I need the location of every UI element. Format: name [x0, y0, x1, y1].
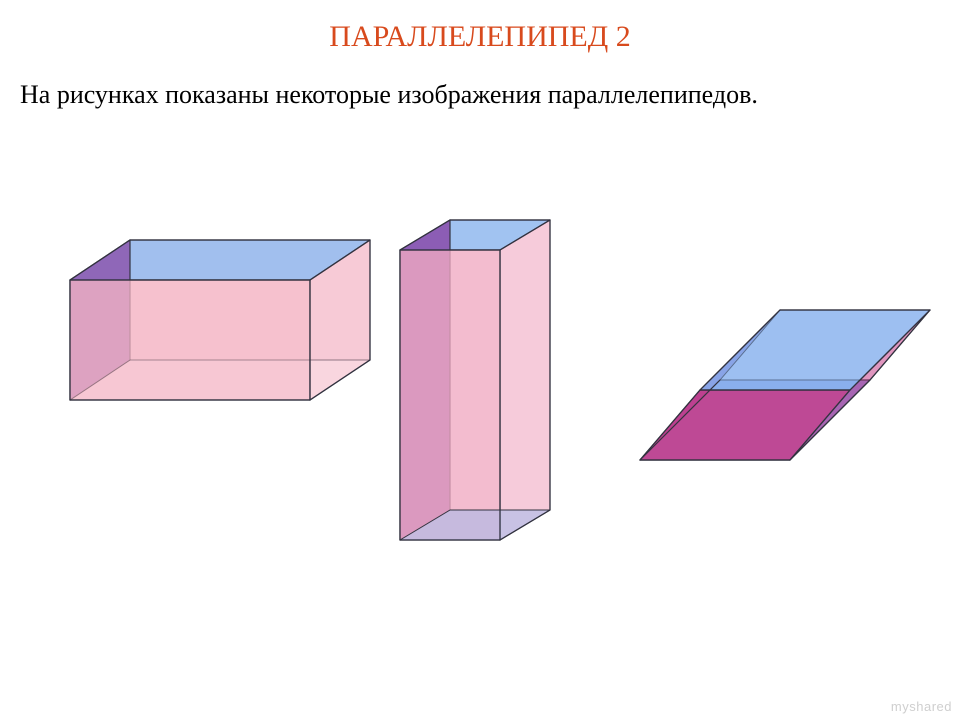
- slide-description: На рисунках показаны некоторые изображен…: [20, 80, 940, 110]
- slide-title: ПАРАЛЛЕЛЕПИПЕД 2: [0, 20, 960, 54]
- parallelepiped-diagram: [0, 180, 960, 600]
- slide-page: ПАРАЛЛЕЛЕПИПЕД 2 На рисунках показаны не…: [0, 0, 960, 720]
- watermark-text: myshared: [891, 699, 952, 714]
- shapes-region: [0, 180, 960, 600]
